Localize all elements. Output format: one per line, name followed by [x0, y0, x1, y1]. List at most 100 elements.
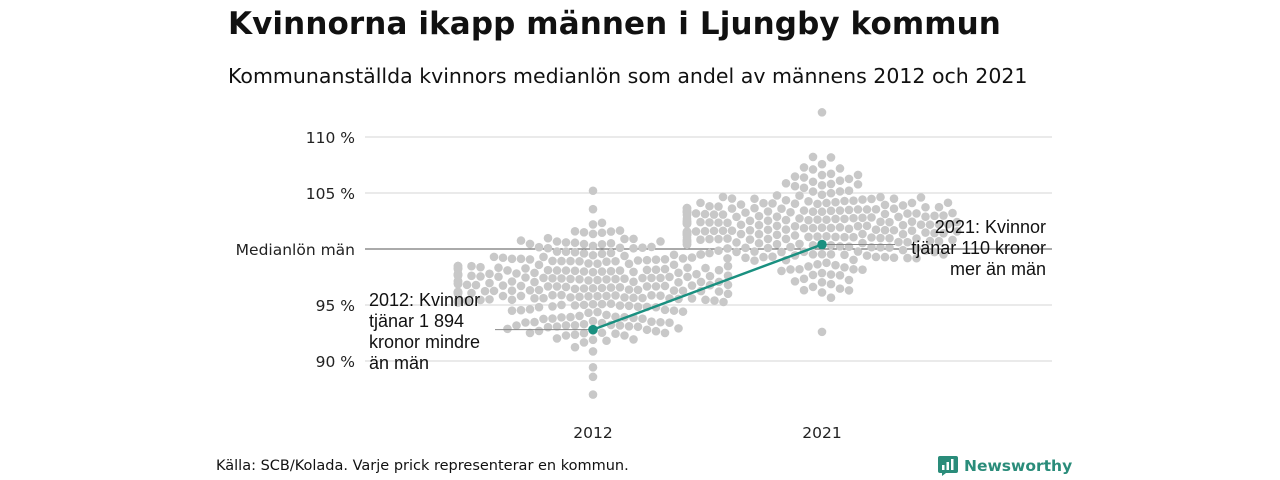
- municipality-dot: [462, 280, 472, 290]
- municipality-dot: [682, 203, 692, 213]
- municipality-dot: [723, 218, 732, 228]
- municipality-dot: [858, 229, 867, 239]
- municipality-dot: [674, 278, 683, 287]
- municipality-dot: [552, 282, 562, 291]
- municipality-dot: [768, 199, 777, 208]
- municipality-dot: [930, 211, 939, 221]
- municipality-dot: [705, 271, 715, 281]
- municipality-dot: [597, 328, 607, 338]
- municipality-dot: [705, 218, 714, 227]
- municipality-dot: [597, 239, 607, 249]
- municipality-dot: [723, 234, 732, 243]
- municipality-dot: [799, 223, 809, 233]
- municipality-dot: [831, 260, 840, 270]
- municipality-dot: [588, 299, 598, 309]
- municipality-dot: [719, 297, 728, 307]
- municipality-dot: [826, 179, 836, 189]
- municipality-dot: [656, 291, 665, 300]
- municipality-dot: [876, 217, 885, 227]
- municipality-dot: [799, 163, 809, 172]
- municipality-dot: [557, 256, 566, 266]
- municipality-dot: [822, 198, 831, 208]
- municipality-dot: [620, 251, 629, 261]
- municipality-dot: [849, 213, 858, 223]
- municipality-dot: [700, 226, 710, 236]
- municipality-dot: [808, 152, 818, 162]
- municipality-dot: [930, 228, 939, 238]
- municipality-dot: [867, 233, 876, 242]
- municipality-dot: [593, 259, 602, 269]
- municipality-dot: [790, 199, 800, 209]
- municipality-dot: [705, 201, 714, 211]
- municipality-dot: [525, 328, 535, 338]
- municipality-dot: [871, 252, 881, 262]
- municipality-dot: [858, 213, 867, 223]
- municipality-dot: [831, 197, 840, 207]
- municipality-dot: [691, 209, 701, 218]
- municipality-dot: [804, 262, 813, 271]
- municipality-dot: [808, 270, 818, 280]
- municipality-dot: [885, 233, 894, 243]
- annotation-line: kronor mindre: [369, 332, 480, 352]
- municipality-dot: [952, 217, 962, 227]
- municipality-dot: [696, 198, 705, 208]
- municipality-dot: [853, 180, 863, 189]
- municipality-dot: [804, 232, 813, 242]
- municipality-dot: [907, 198, 917, 208]
- municipality-dot: [660, 255, 670, 264]
- municipality-dot: [844, 286, 854, 295]
- municipality-dot: [561, 282, 571, 292]
- municipality-dot: [687, 294, 697, 303]
- municipality-dot: [534, 285, 544, 295]
- municipality-dot: [853, 221, 863, 231]
- annotation-line: tjänar 110 kronor: [911, 238, 1046, 258]
- municipality-dot: [593, 275, 602, 285]
- municipality-dot: [736, 220, 746, 230]
- municipality-dot: [557, 274, 566, 283]
- municipality-dot: [552, 266, 562, 275]
- municipality-dot: [521, 318, 530, 327]
- municipality-dot: [858, 195, 867, 204]
- municipality-dot: [723, 289, 733, 299]
- municipality-dot: [516, 236, 526, 245]
- municipality-dot: [584, 292, 593, 301]
- municipality-dot: [611, 256, 620, 266]
- annotation-line: 2021: Kvinnor: [935, 217, 1046, 237]
- municipality-dot: [790, 181, 800, 191]
- municipality-dot: [759, 198, 768, 208]
- municipality-dot: [633, 322, 643, 332]
- municipality-dot: [925, 236, 935, 246]
- municipality-dot: [826, 153, 836, 162]
- municipality-dot: [768, 252, 777, 262]
- municipality-dot: [817, 180, 827, 190]
- municipality-dot: [674, 268, 683, 278]
- municipality-dot: [606, 299, 616, 309]
- municipality-dot: [611, 291, 620, 300]
- municipality-dot: [732, 247, 741, 257]
- municipality-dot: [588, 316, 598, 326]
- municipality-dot: [588, 267, 598, 277]
- municipality-dot: [754, 229, 764, 239]
- municipality-dot: [898, 245, 908, 255]
- municipality-dot: [885, 217, 894, 227]
- municipality-dot: [943, 198, 953, 208]
- municipality-dot: [615, 321, 625, 330]
- y-tick-label: 90 %: [316, 353, 355, 371]
- municipality-dot: [485, 278, 494, 288]
- municipality-dot: [521, 273, 530, 282]
- municipality-dot: [651, 282, 661, 291]
- municipality-dot: [714, 246, 723, 256]
- municipality-dot: [629, 267, 638, 277]
- municipality-dot: [727, 194, 737, 203]
- y-tick-label: 110 %: [306, 129, 355, 147]
- municipality-dot: [669, 250, 679, 260]
- municipality-dot: [629, 277, 638, 287]
- municipality-dot: [503, 324, 512, 334]
- municipality-dot: [566, 312, 575, 322]
- municipality-dot: [597, 249, 607, 259]
- municipality-dot: [804, 196, 813, 206]
- chart-title: Kvinnorna ikapp männen i Ljungby kommun: [228, 6, 1001, 42]
- municipality-dot: [620, 331, 629, 340]
- municipality-dot: [570, 330, 580, 339]
- municipality-dot: [503, 266, 512, 275]
